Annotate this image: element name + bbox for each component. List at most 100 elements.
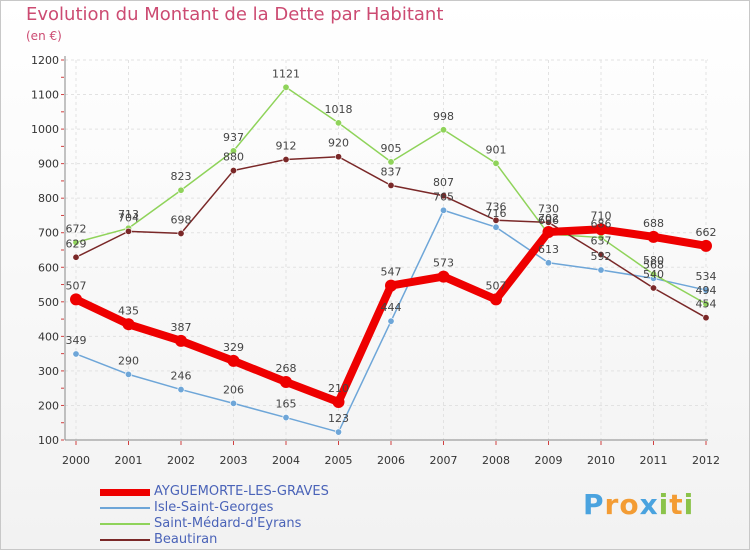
data-point	[72, 253, 80, 261]
data-label: 702	[538, 212, 559, 225]
chart-subtitle: (en €)	[26, 29, 62, 43]
data-label: 246	[171, 370, 192, 383]
data-point	[439, 126, 447, 134]
data-label: 547	[381, 266, 402, 279]
data-label: 210	[328, 382, 349, 395]
data-label: 435	[118, 304, 139, 317]
legend-swatch	[100, 523, 150, 525]
data-point	[649, 284, 657, 292]
data-label: 686	[591, 218, 612, 231]
legend-swatch	[100, 489, 150, 496]
y-tick-label: 800	[38, 192, 59, 205]
logo-letter: o	[619, 488, 640, 521]
data-label: 880	[223, 151, 244, 164]
data-label: 387	[171, 321, 192, 334]
data-label: 765	[433, 190, 454, 203]
data-label: 730	[538, 202, 559, 215]
data-label: 937	[223, 131, 244, 144]
data-label: 912	[276, 139, 297, 152]
data-label: 540	[643, 268, 664, 281]
data-label: 494	[696, 284, 717, 297]
data-point	[122, 318, 135, 331]
x-tick-label: 2001	[115, 454, 143, 467]
data-label: 901	[486, 143, 507, 156]
chart-title: Evolution du Montant de la Dette par Hab…	[26, 4, 444, 25]
y-tick-label: 1000	[31, 123, 59, 136]
y-tick-label: 300	[38, 365, 59, 378]
data-label: 672	[66, 222, 87, 235]
y-tick-label: 200	[38, 399, 59, 412]
data-label: 349	[66, 334, 87, 347]
logo-letter: i	[658, 488, 670, 521]
data-label: 710	[591, 209, 612, 222]
data-point	[332, 396, 345, 408]
y-tick-label: 700	[38, 227, 59, 240]
y-tick-label: 1200	[31, 54, 59, 67]
data-label: 580	[643, 254, 664, 267]
legend-label: AYGUEMORTE-LES-GRAVES	[154, 484, 329, 499]
data-label: 329	[223, 341, 244, 354]
data-point	[490, 293, 502, 306]
x-tick-label: 2000	[62, 454, 90, 467]
x-tick-label: 2009	[535, 454, 563, 467]
data-point	[282, 414, 290, 422]
data-label: 568	[643, 258, 664, 271]
legend-swatch	[100, 539, 150, 541]
data-point	[439, 206, 447, 214]
x-tick-label: 2006	[377, 454, 405, 467]
logo-letter: i	[683, 488, 695, 521]
data-label: 637	[591, 234, 612, 247]
logo-letter: t	[669, 488, 684, 521]
data-label: 290	[118, 354, 139, 367]
data-label: 736	[486, 200, 507, 213]
data-label: 268	[276, 362, 297, 375]
data-point	[72, 238, 80, 246]
data-point	[597, 266, 605, 274]
x-tick-label: 2008	[482, 454, 510, 467]
data-label: 807	[433, 176, 454, 189]
data-label: 704	[118, 211, 139, 224]
data-point	[334, 428, 342, 436]
x-tick-label: 2003	[220, 454, 248, 467]
data-label: 1121	[272, 67, 300, 80]
y-tick-label: 400	[38, 330, 59, 343]
data-label: 613	[538, 243, 559, 256]
data-point	[72, 350, 80, 358]
y-tick-label: 500	[38, 296, 59, 309]
data-point	[175, 334, 187, 347]
data-point	[334, 119, 342, 127]
data-point	[492, 159, 500, 167]
data-point	[437, 270, 450, 283]
data-label: 905	[381, 142, 402, 155]
legend-label: Isle-Saint-Georges	[154, 500, 274, 515]
data-point	[125, 227, 133, 235]
data-point	[387, 181, 395, 189]
data-label: 206	[223, 383, 244, 396]
data-point	[597, 250, 605, 258]
data-point	[647, 230, 660, 243]
y-tick-label: 100	[38, 434, 59, 447]
data-label: 573	[433, 257, 454, 270]
y-tick-label: 1100	[31, 89, 59, 102]
data-point	[595, 223, 607, 236]
data-point	[492, 223, 500, 231]
x-tick-label: 2002	[167, 454, 195, 467]
data-point	[702, 286, 710, 294]
data-label: 629	[66, 237, 87, 250]
x-tick-label: 2004	[272, 454, 300, 467]
data-label: 713	[118, 208, 139, 221]
data-point	[125, 370, 133, 378]
data-point	[177, 186, 185, 194]
data-point	[387, 158, 395, 166]
data-point	[544, 259, 552, 267]
logo-letter: P	[583, 488, 605, 521]
data-point	[649, 270, 657, 278]
data-point	[387, 317, 395, 325]
x-tick-label: 2011	[640, 454, 668, 467]
data-point	[542, 226, 555, 239]
x-tick-label: 2010	[587, 454, 615, 467]
data-point	[280, 375, 292, 388]
data-point	[227, 354, 240, 367]
